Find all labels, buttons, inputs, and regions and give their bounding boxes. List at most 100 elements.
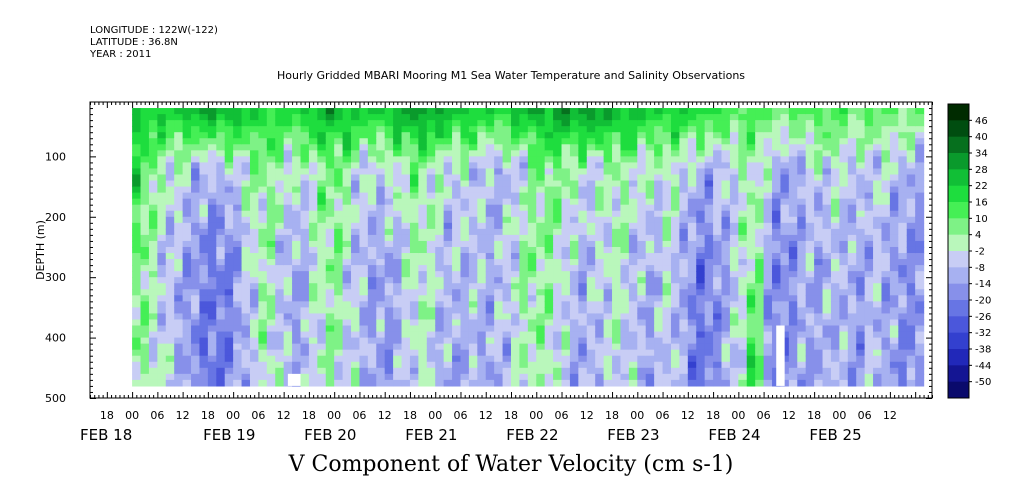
heatmap-cell bbox=[889, 313, 899, 321]
heatmap-cell bbox=[325, 198, 335, 206]
heatmap-cell bbox=[283, 307, 293, 315]
heatmap-cell bbox=[468, 204, 478, 212]
heatmap-cell bbox=[873, 228, 883, 236]
heatmap-cell bbox=[165, 144, 175, 151]
heatmap-cell bbox=[157, 259, 167, 266]
heatmap-cell bbox=[662, 108, 672, 115]
heatmap-cell bbox=[132, 234, 142, 242]
heatmap-cell bbox=[207, 108, 217, 115]
heatmap-cell bbox=[569, 186, 579, 194]
heatmap-cell bbox=[746, 253, 756, 260]
heatmap-cell bbox=[670, 289, 680, 296]
heatmap-cell bbox=[351, 246, 361, 254]
heatmap-cell bbox=[544, 337, 554, 345]
heatmap-cell bbox=[148, 126, 158, 133]
heatmap-cell bbox=[477, 337, 487, 345]
heatmap-cell bbox=[915, 156, 925, 164]
heatmap-cell bbox=[839, 325, 849, 333]
heatmap-cell bbox=[553, 126, 563, 133]
heatmap-cell bbox=[645, 271, 655, 278]
heatmap-cell bbox=[132, 210, 142, 218]
heatmap-cell bbox=[300, 174, 310, 182]
heatmap-cell bbox=[367, 349, 377, 357]
heatmap-cell bbox=[443, 174, 453, 182]
heatmap-cell bbox=[409, 355, 419, 363]
heatmap-cell bbox=[426, 349, 436, 357]
heatmap-cell bbox=[612, 259, 622, 266]
heatmap-cell bbox=[620, 156, 630, 164]
heatmap-cell bbox=[721, 132, 731, 139]
heatmap-cell bbox=[334, 277, 344, 284]
heatmap-cell bbox=[199, 265, 209, 272]
heatmap-cell bbox=[443, 246, 453, 254]
heatmap-cell bbox=[654, 126, 664, 133]
heatmap-cell bbox=[351, 108, 361, 115]
heatmap-cell bbox=[140, 108, 150, 115]
heatmap-cell bbox=[822, 283, 832, 290]
heatmap-cell bbox=[915, 186, 925, 194]
heatmap-cell bbox=[856, 271, 866, 278]
heatmap-cell bbox=[477, 132, 487, 139]
heatmap-cell bbox=[612, 265, 622, 272]
heatmap-cell bbox=[881, 222, 891, 230]
heatmap-cell bbox=[165, 156, 175, 164]
heatmap-cell bbox=[898, 228, 908, 236]
heatmap-cell bbox=[519, 216, 529, 224]
heatmap-cell bbox=[249, 253, 259, 260]
heatmap-cell bbox=[696, 132, 706, 139]
heatmap-cell bbox=[308, 174, 318, 182]
heatmap-cell bbox=[637, 307, 647, 315]
heatmap-cell bbox=[830, 228, 840, 236]
heatmap-cell bbox=[207, 162, 217, 170]
heatmap-cell bbox=[401, 210, 411, 218]
heatmap-cell bbox=[477, 253, 487, 260]
heatmap-cell bbox=[283, 150, 293, 157]
heatmap-cell bbox=[696, 343, 706, 351]
heatmap-cell bbox=[502, 337, 512, 345]
heatmap-cell bbox=[645, 319, 655, 327]
heatmap-cell bbox=[426, 337, 436, 345]
heatmap-cell bbox=[839, 162, 849, 170]
heatmap-cell bbox=[519, 337, 529, 345]
heatmap-cell bbox=[393, 156, 403, 164]
heatmap-cell bbox=[544, 156, 554, 164]
heatmap-cell bbox=[721, 150, 731, 157]
heatmap-cell bbox=[409, 156, 419, 164]
heatmap-cell bbox=[847, 174, 857, 182]
heatmap-cell bbox=[873, 168, 883, 176]
heatmap-cell bbox=[569, 138, 579, 145]
heatmap-cell bbox=[233, 228, 243, 236]
heatmap-cell bbox=[561, 349, 571, 357]
heatmap-cell bbox=[342, 120, 352, 127]
heatmap-cell bbox=[788, 174, 798, 182]
heatmap-cell bbox=[199, 120, 209, 127]
heatmap-cell bbox=[561, 265, 571, 272]
heatmap-cell bbox=[729, 156, 739, 164]
heatmap-cell bbox=[477, 325, 487, 333]
heatmap-cell bbox=[384, 234, 394, 242]
chart-title: Hourly Gridded MBARI Mooring M1 Sea Wate… bbox=[276, 69, 746, 82]
heatmap-cell bbox=[687, 108, 697, 115]
heatmap-cell bbox=[182, 295, 192, 302]
heatmap-cell bbox=[687, 126, 697, 133]
heatmap-cell bbox=[898, 307, 908, 315]
heatmap-cell bbox=[468, 367, 478, 375]
heatmap-cell bbox=[477, 379, 487, 387]
heatmap-cell bbox=[443, 210, 453, 218]
heatmap-cell bbox=[544, 331, 554, 339]
heatmap-cell bbox=[704, 373, 714, 381]
heatmap-cell bbox=[393, 228, 403, 236]
heatmap-cell bbox=[873, 289, 883, 296]
heatmap-cell bbox=[191, 367, 201, 375]
heatmap-cell bbox=[721, 379, 731, 387]
heatmap-cell bbox=[443, 319, 453, 327]
heatmap-cell bbox=[132, 186, 142, 194]
heatmap-cell bbox=[393, 271, 403, 278]
heatmap-cell bbox=[527, 144, 537, 151]
x-hour-tick-label: 12 bbox=[479, 409, 493, 422]
heatmap-cell bbox=[755, 301, 765, 308]
heatmap-cell bbox=[915, 168, 925, 176]
heatmap-cell bbox=[275, 192, 285, 200]
heatmap-cell bbox=[830, 126, 840, 133]
heatmap-cell bbox=[443, 234, 453, 242]
